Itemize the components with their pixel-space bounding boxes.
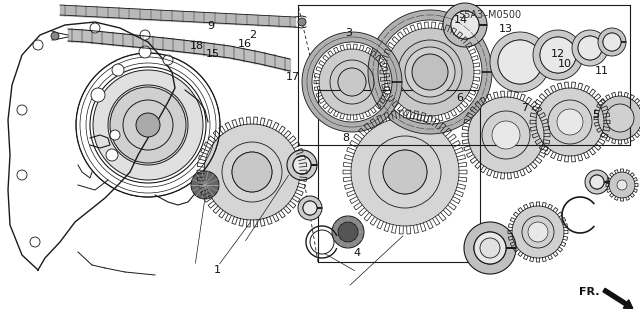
Circle shape (578, 36, 602, 60)
Circle shape (140, 30, 150, 40)
Circle shape (606, 104, 634, 132)
Circle shape (90, 23, 100, 33)
Text: 16: 16 (237, 39, 252, 49)
Circle shape (138, 115, 158, 135)
Text: S5A3–M0500: S5A3–M0500 (458, 10, 522, 20)
Circle shape (93, 70, 203, 180)
Polygon shape (468, 97, 544, 173)
Circle shape (590, 175, 604, 189)
Circle shape (603, 33, 621, 51)
Polygon shape (204, 124, 300, 220)
Text: 17: 17 (286, 72, 300, 83)
Circle shape (91, 88, 105, 102)
Circle shape (298, 18, 306, 26)
Text: 2: 2 (249, 30, 257, 40)
Polygon shape (572, 30, 608, 66)
Polygon shape (443, 3, 487, 47)
Polygon shape (332, 216, 364, 248)
Circle shape (17, 170, 27, 180)
Polygon shape (512, 206, 564, 258)
Text: FR.: FR. (579, 287, 600, 297)
Text: 8: 8 (342, 133, 349, 143)
Circle shape (338, 222, 358, 242)
Circle shape (293, 156, 311, 174)
Circle shape (303, 201, 317, 215)
Polygon shape (585, 170, 609, 194)
Text: 3: 3 (346, 28, 352, 38)
Text: 7: 7 (521, 103, 529, 113)
Circle shape (232, 152, 272, 192)
Text: 11: 11 (595, 66, 609, 76)
Circle shape (498, 40, 542, 84)
Circle shape (110, 87, 186, 163)
FancyArrow shape (603, 288, 633, 308)
Polygon shape (298, 196, 322, 220)
Text: 12: 12 (551, 49, 565, 59)
Circle shape (136, 113, 160, 137)
Text: 15: 15 (205, 49, 220, 59)
Polygon shape (464, 222, 516, 274)
Circle shape (110, 130, 120, 140)
Polygon shape (351, 118, 459, 226)
Circle shape (106, 149, 118, 161)
Circle shape (528, 222, 548, 242)
Circle shape (383, 150, 427, 194)
Polygon shape (533, 30, 583, 80)
Circle shape (405, 47, 455, 97)
Circle shape (139, 46, 151, 58)
Circle shape (492, 121, 520, 149)
Circle shape (480, 238, 500, 258)
Circle shape (30, 237, 40, 247)
Polygon shape (191, 171, 219, 199)
Circle shape (163, 55, 173, 65)
Circle shape (412, 54, 448, 90)
Polygon shape (319, 49, 385, 115)
Circle shape (232, 152, 272, 192)
Polygon shape (536, 88, 604, 156)
Polygon shape (490, 32, 550, 92)
Circle shape (557, 109, 583, 135)
Polygon shape (598, 96, 640, 140)
Circle shape (112, 64, 124, 76)
Polygon shape (609, 172, 635, 198)
Circle shape (451, 11, 479, 39)
Text: 14: 14 (454, 15, 468, 25)
Circle shape (412, 54, 448, 90)
Text: 1: 1 (214, 265, 221, 276)
Polygon shape (386, 28, 474, 116)
Circle shape (540, 37, 576, 73)
Polygon shape (302, 32, 402, 132)
Circle shape (17, 105, 27, 115)
Text: 9: 9 (207, 21, 215, 31)
Text: 4: 4 (353, 248, 361, 258)
Polygon shape (368, 10, 492, 134)
Circle shape (611, 109, 629, 127)
Circle shape (617, 180, 627, 190)
Polygon shape (287, 150, 317, 180)
Text: 18: 18 (190, 41, 204, 52)
Circle shape (33, 40, 43, 50)
Text: 10: 10 (557, 59, 572, 69)
Circle shape (338, 68, 366, 96)
Text: 13: 13 (499, 24, 513, 35)
Circle shape (338, 68, 366, 96)
Text: 5: 5 (592, 110, 598, 120)
Polygon shape (598, 28, 626, 56)
Circle shape (383, 150, 427, 194)
Text: 6: 6 (456, 92, 463, 103)
Circle shape (51, 32, 59, 40)
Circle shape (474, 232, 506, 264)
